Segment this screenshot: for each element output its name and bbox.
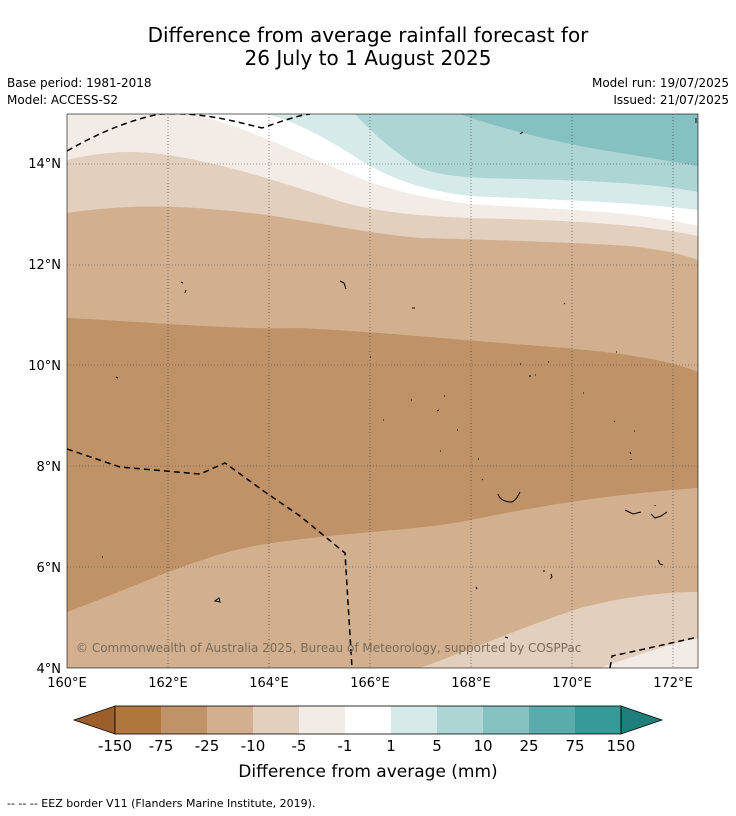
colorbar-title: Difference from average (mm): [238, 762, 498, 782]
map-title-line2: 26 July to 1 August 2025: [244, 46, 492, 70]
colorbar-tick-label: -75: [149, 737, 174, 755]
contour-band-neg5-neg10-south: [420, 592, 698, 668]
y-tick-label: 14°N: [28, 157, 61, 172]
colorbar-tick-label: 150: [607, 737, 636, 755]
gridlines: [67, 114, 698, 668]
colorbar-tick-label: 25: [519, 737, 538, 755]
colorbar-tick-label: -1: [338, 737, 353, 755]
issued-label: Issued: 21/07/2025: [613, 93, 729, 107]
x-tick-label: 172°E: [653, 676, 693, 691]
colorbar-cell: [437, 706, 483, 734]
colorbar-cell: [253, 706, 299, 734]
colorbar-cell: [529, 706, 575, 734]
y-axis-ticks: 14°N 12°N 10°N 8°N 6°N 4°N: [28, 157, 61, 677]
eez-border-north: [67, 114, 311, 152]
contour-band-neg1-neg5-south: [600, 638, 698, 668]
x-tick-label: 164°E: [249, 676, 289, 691]
colorbar-tick-label: 5: [432, 737, 442, 755]
colorbar-tick-label: -5: [292, 737, 307, 755]
contour-fill-layer: [67, 114, 698, 668]
x-tick-label: 166°E: [350, 676, 390, 691]
eez-border-southwest: [67, 448, 353, 668]
model-run-label: Model run: 19/07/2025: [591, 76, 729, 90]
eez-borders: [67, 114, 698, 668]
eez-legend-note: -- -- -- EEZ border V11 (Flanders Marine…: [7, 797, 316, 810]
colorbar-cell: [299, 706, 345, 734]
x-tick-label: 168°E: [451, 676, 491, 691]
eez-border-southeast: [609, 636, 698, 668]
colorbar-tick-label: -10: [241, 737, 266, 755]
colorbar-extend-low: [72, 705, 116, 735]
colorbar-cell: [345, 706, 391, 734]
copyright-notice: © Commonwealth of Australia 2025, Bureau…: [76, 641, 582, 655]
island-north-group: [115, 118, 697, 379]
y-tick-label: 6°N: [37, 561, 62, 576]
y-tick-label: 4°N: [37, 662, 62, 677]
colorbar-cell: [161, 706, 207, 734]
colorbar-extend-high: [620, 705, 664, 735]
island-central-group: [370, 356, 635, 460]
x-axis-ticks: 160°E 162°E 164°E 166°E 168°E 170°E 172°…: [47, 676, 693, 691]
colorbar-cell: [391, 706, 437, 734]
colorbar: [72, 705, 664, 735]
colorbar-tick-label: 1: [386, 737, 396, 755]
colorbar-tick-label: -150: [98, 737, 132, 755]
x-tick-label: 160°E: [47, 676, 87, 691]
map-title-line1: Difference from average rainfall forecas…: [147, 23, 589, 47]
colorbar-tick-label: -25: [195, 737, 220, 755]
island-outlines: [102, 118, 697, 639]
island-marshall-group: [478, 458, 668, 566]
model-label: Model: ACCESS-S2: [7, 93, 119, 107]
colorbar-tick-label: 10: [473, 737, 492, 755]
x-tick-label: 162°E: [148, 676, 188, 691]
island-south-group: [102, 556, 553, 639]
y-tick-label: 8°N: [37, 460, 62, 475]
colorbar-cell: [575, 706, 621, 734]
colorbar-tick-label: 75: [565, 737, 584, 755]
map-frame: [66, 113, 699, 669]
base-period-label: Base period: 1981-2018: [7, 76, 152, 90]
colorbar-cell: [115, 706, 161, 734]
colorbar-frame: [114, 705, 622, 735]
contour-band-pos10-pos25: [460, 114, 698, 166]
y-tick-label: 12°N: [28, 258, 61, 273]
y-tick-label: 10°N: [28, 359, 61, 374]
colorbar-cell: [207, 706, 253, 734]
colorbar-ticks: -150 -75 -25 -10 -5 -1 1 5 10 25 75 150: [98, 737, 635, 755]
colorbar-cell: [483, 706, 529, 734]
x-tick-label: 170°E: [552, 676, 592, 691]
